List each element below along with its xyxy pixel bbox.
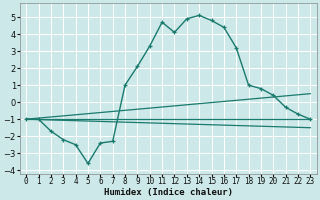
X-axis label: Humidex (Indice chaleur): Humidex (Indice chaleur) bbox=[104, 188, 233, 197]
